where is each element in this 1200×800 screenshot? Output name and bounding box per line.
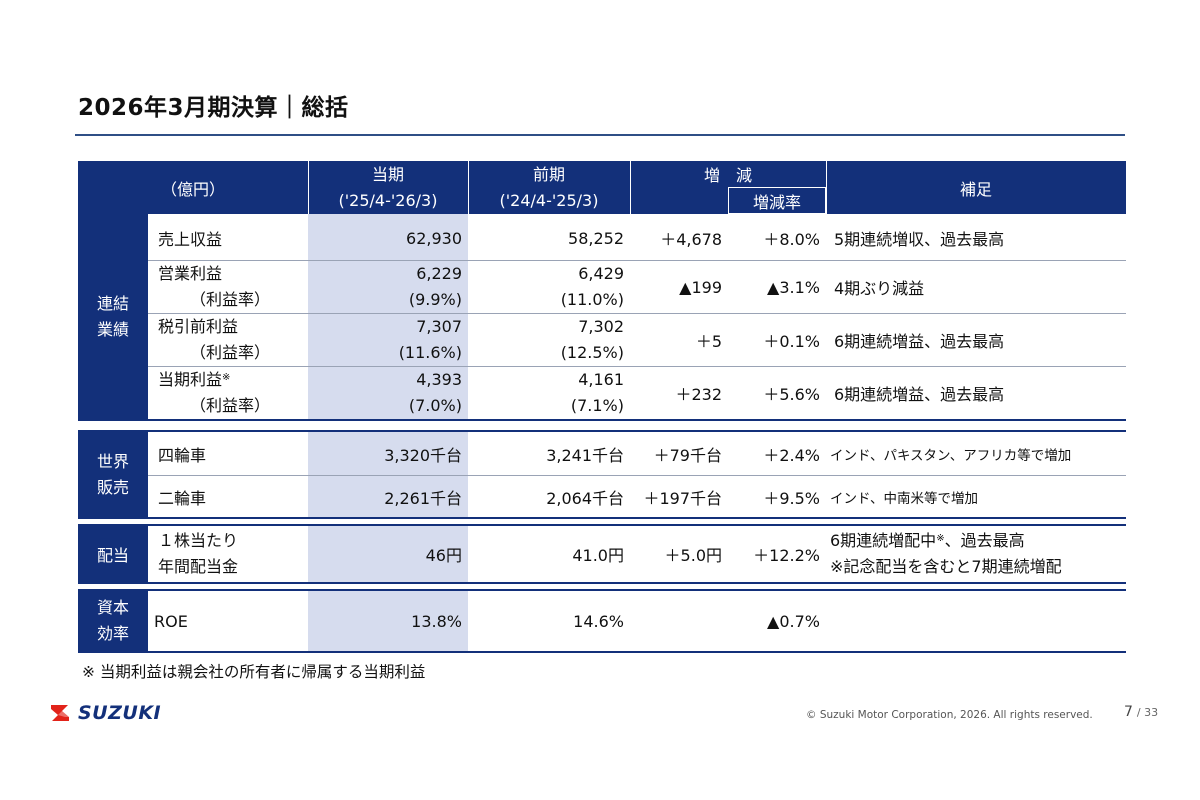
header-divider — [468, 161, 469, 214]
current-value: 62,930 — [406, 228, 462, 248]
total-pages: / 33 — [1136, 706, 1159, 719]
prior-value: 14.6% — [573, 611, 624, 631]
change-rate-value: ▲3.1% — [767, 277, 820, 297]
prior-value: 6,429 (11.0%) — [560, 264, 624, 309]
note-text: 5期連続増収、過去最高 — [834, 230, 1005, 249]
change-rate-value: ＋0.1% — [763, 332, 820, 351]
header-divider — [630, 161, 631, 214]
table-row-label: 当期利益※ （利益率） — [158, 370, 271, 415]
change-value: ＋197千台 — [643, 489, 722, 508]
change-rate-value: ＋2.4% — [763, 445, 820, 465]
section-bottom-rule — [78, 517, 1126, 519]
current-value: 6,229 (9.9%) — [408, 264, 462, 309]
current-column-bg — [308, 214, 468, 420]
dividend-group-label: 配当 — [78, 526, 148, 582]
table-row-label: 二輪車 — [158, 489, 207, 508]
note-text: 6期連続増配中※、過去最高 ※記念配当を含むと7期連続増配 — [830, 531, 1062, 576]
change-rate-value: ＋5.6% — [763, 385, 820, 404]
section-bottom-rule — [78, 651, 1126, 653]
header-divider — [308, 161, 309, 214]
prior-value: 3,241千台 — [546, 445, 624, 465]
note-text: 4期ぶり減益 — [834, 279, 925, 298]
change-rate-value: ▲0.7% — [767, 611, 820, 631]
current-period-header: 当期 ('25/4-'26/3) — [308, 161, 468, 214]
note-text: インド、パキスタン、アフリカ等で増加 — [830, 447, 1072, 464]
change-rate-header: 増減率 — [728, 187, 826, 214]
unit-header: （億円） — [78, 161, 308, 214]
suzuki-s-mark-icon — [51, 705, 69, 721]
table-row-label: 税引前利益 （利益率） — [158, 317, 271, 362]
title-divider — [75, 134, 1125, 136]
current-page: 7 — [1124, 704, 1133, 720]
footnote-mark: ※ — [936, 533, 945, 544]
table-row-label: ROE — [154, 611, 188, 631]
note-text: インド、中南米等で増加 — [830, 491, 978, 507]
change-value — [630, 591, 728, 651]
change-rate-value: ＋9.5% — [763, 489, 820, 508]
change-value: ▲199 — [679, 277, 722, 297]
prior-value: 2,064千台 — [546, 489, 624, 508]
prior-value: 4,161 (7.1%) — [570, 370, 624, 415]
table-row-label: 売上収益 — [158, 230, 223, 249]
section-bottom-rule — [78, 419, 1126, 421]
note-text: 6期連続増益、過去最高 — [834, 385, 1005, 404]
section-top-rule — [78, 430, 1126, 432]
current-value: 3,320千台 — [384, 445, 462, 465]
change-rate-value: ＋12.2% — [753, 546, 820, 565]
change-value: ＋79千台 — [653, 445, 722, 465]
row-divider — [148, 475, 1126, 476]
change-value: ＋5.0円 — [664, 546, 722, 565]
header-divider — [826, 161, 827, 214]
table-row-label: 四輪車 — [158, 445, 207, 465]
page-number: 7/ 33 — [1124, 704, 1158, 720]
current-column-bg — [308, 591, 468, 651]
current-value: 7,307 (11.6%) — [398, 317, 462, 362]
suzuki-logo: SUZUKI — [48, 702, 161, 724]
current-value: 4,393 (7.0%) — [408, 370, 462, 415]
section-top-rule — [78, 589, 1126, 591]
note-text: 6期連続増益、過去最高 — [834, 332, 1005, 351]
sales-group-label: 世界 販売 — [78, 432, 148, 518]
prior-value: 41.0円 — [572, 546, 624, 565]
row-divider — [148, 313, 1126, 314]
footnote: ※ 当期利益は親会社の所有者に帰属する当期利益 — [82, 663, 426, 681]
change-header-fill — [630, 187, 728, 214]
row-divider — [148, 366, 1126, 367]
section-bottom-rule — [78, 582, 1126, 584]
prior-period-header: 前期 ('24/4-'25/3) — [468, 161, 630, 214]
table-row-label: １株当たり 年間配当金 — [158, 531, 239, 576]
table-row-label: 営業利益 （利益率） — [158, 264, 271, 309]
change-header: 増 減 — [630, 161, 826, 187]
section-top-rule — [78, 524, 1126, 526]
consolidated-group-label: 連結 業績 — [78, 214, 148, 420]
note-header: 補足 — [826, 161, 1126, 214]
current-column-bg — [308, 526, 468, 582]
efficiency-group-label: 資本 効率 — [78, 591, 148, 651]
current-value: 46円 — [425, 546, 462, 565]
prior-value: 58,252 — [568, 228, 624, 248]
note-text — [826, 591, 1126, 651]
change-value: ＋232 — [675, 385, 722, 404]
change-value: ＋5 — [695, 332, 722, 351]
logo-wordmark: SUZUKI — [78, 702, 162, 724]
page-title: 2026年3月期決算｜総括 — [78, 95, 349, 121]
current-value: 13.8% — [411, 611, 462, 631]
footnote-mark: ※ — [222, 372, 231, 383]
row-divider — [148, 260, 1126, 261]
copyright-text: © Suzuki Motor Corporation, 2026. All ri… — [806, 709, 1093, 721]
change-value: ＋4,678 — [660, 230, 722, 249]
change-rate-value: ＋8.0% — [763, 230, 820, 249]
prior-value: 7,302 (12.5%) — [560, 317, 624, 362]
current-value: 2,261千台 — [384, 489, 462, 508]
